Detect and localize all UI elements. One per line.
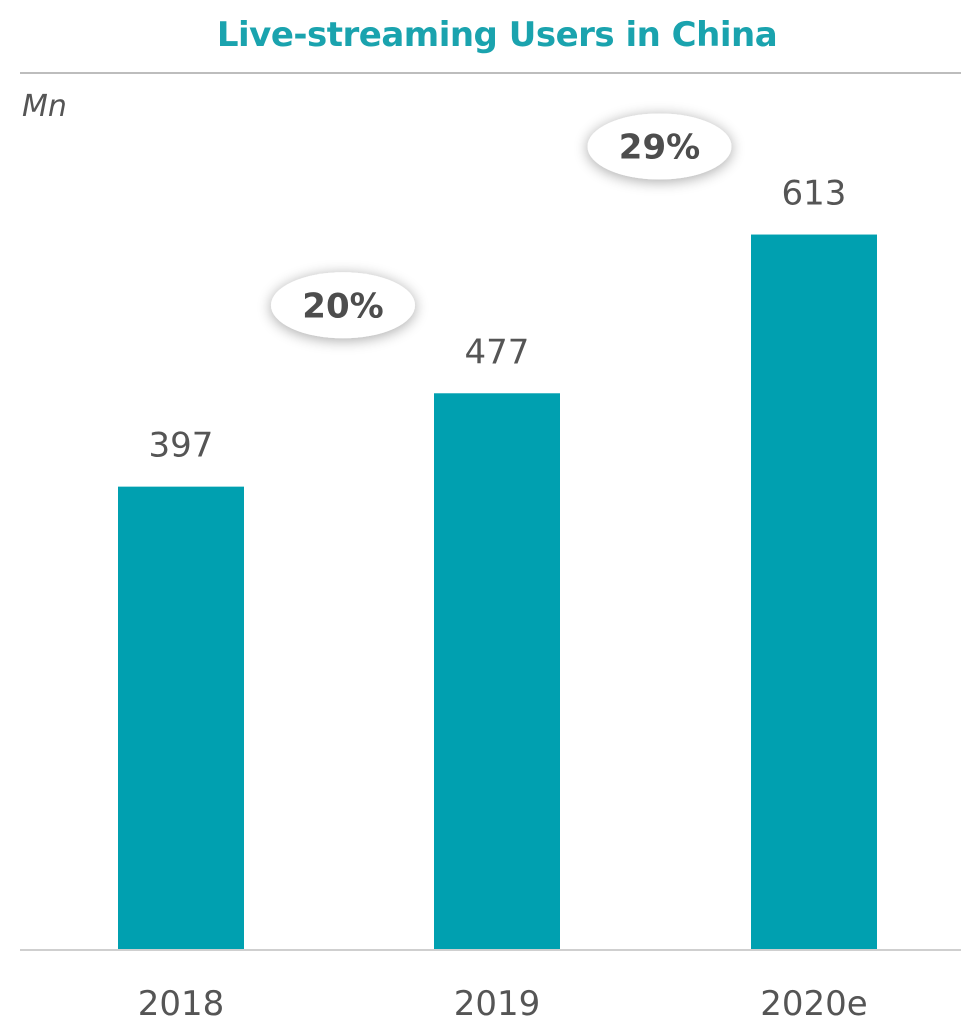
growth-bubble-shape [271,272,415,339]
value-label-2018: 397 [149,426,214,466]
growth-bubble-1: 20% [271,272,415,339]
growth-bubble-2: 29% [587,113,732,180]
chart-title: Live-streaming Users in China [217,15,777,55]
bar-2018 [118,486,244,950]
value-labels: 397 477 613 [149,174,847,466]
growth-label: 29% [619,128,700,168]
unit-label: Mn [22,89,67,124]
value-label-2020e: 613 [782,174,847,214]
growth-annotations: 20% 29% [271,113,732,339]
x-tick-label-2020e: 2020e [760,984,867,1024]
x-tick-labels: 2018 2019 2020e [138,984,868,1024]
x-tick-label-2018: 2018 [138,984,225,1024]
bar-2019 [434,393,560,951]
bars [118,234,877,951]
bar-2020e [751,234,877,950]
growth-bubble-shape [587,113,732,180]
growth-label: 20% [302,286,383,326]
x-tick-label-2019: 2019 [454,984,541,1024]
value-label-2019: 477 [465,332,530,372]
